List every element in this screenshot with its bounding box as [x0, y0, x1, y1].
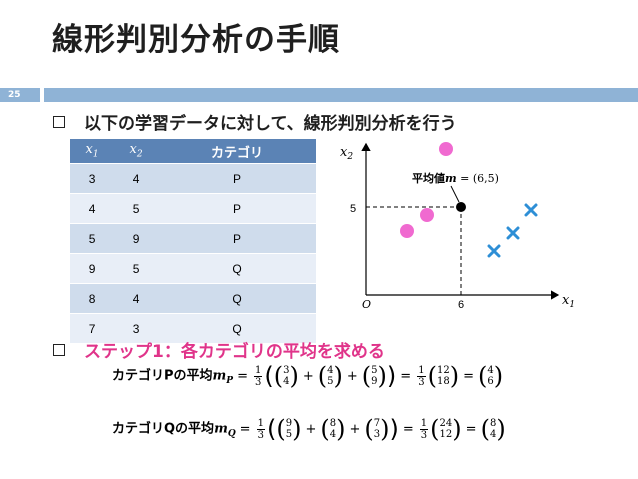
- bullet-text-2: ステップ1：各カテゴリの平均を求める: [84, 342, 385, 362]
- formula-p-label: カテゴリPの平均: [112, 368, 213, 384]
- formula-q-label: カテゴリQの平均: [112, 421, 215, 437]
- formula-q-var: m: [214, 421, 228, 437]
- formula-p-var: m: [212, 368, 227, 384]
- table-cell: Q: [158, 253, 316, 284]
- table-cell: 9: [70, 253, 115, 284]
- table-cell: 5: [70, 223, 115, 254]
- table-cell: 3: [70, 163, 115, 194]
- category-p-point: [420, 208, 434, 222]
- category-p-point: [400, 224, 414, 238]
- scatter-plot: x2 x1 O 5 6 平均値m = (6,5): [340, 142, 575, 311]
- formula-q-sub: Q: [227, 429, 236, 440]
- vector: (8 4): [480, 415, 506, 443]
- category-q-point: [487, 244, 501, 258]
- table-cell: 3: [114, 313, 159, 343]
- vector: (8 4): [320, 415, 346, 443]
- table-cell: 8: [70, 283, 115, 314]
- mean-label: 平均値m = (6,5): [412, 171, 499, 185]
- header-rule-right: [44, 88, 638, 102]
- x-tick-label: 6: [458, 299, 464, 311]
- table-cell: 5: [114, 253, 159, 284]
- vector: (9 5): [276, 415, 302, 443]
- vector: (3 4): [273, 362, 299, 390]
- bullet-square-icon: [53, 344, 65, 356]
- vector: (4 6): [477, 362, 504, 390]
- table-cell: Q: [158, 283, 316, 314]
- category-q-point: [506, 226, 520, 240]
- category-q-point: [524, 203, 538, 217]
- slide-title: 線形判別分析の手順: [52, 22, 340, 58]
- bullet-text-1: 以下の学習データに対して、線形判別分析を行う: [84, 114, 457, 134]
- x-axis-label: x1: [562, 293, 575, 310]
- mean-point: [456, 202, 466, 212]
- table-cell: 9: [114, 223, 159, 254]
- page-number: 25: [8, 90, 21, 100]
- formula-category-p: カテゴリPの平均mP = 1 3((3 4) +(4 5) +(5 9)) = 1 3(12 18) =(…: [112, 362, 504, 390]
- header-rule-left: [0, 88, 40, 102]
- formula-p-sub: P: [226, 376, 234, 387]
- table-cell: 4: [114, 163, 159, 194]
- table-cell: 5: [114, 193, 159, 224]
- table-cell: 7: [70, 313, 115, 343]
- table-cell: 4: [114, 283, 159, 314]
- table-header-x1: x1: [70, 139, 115, 164]
- vector: (24 12): [430, 415, 462, 443]
- table-cell: Q: [158, 313, 316, 343]
- vector: (7 3): [364, 415, 390, 443]
- origin-label: O: [362, 298, 371, 311]
- formula-category-q: カテゴリQの平均mQ = 1 3((9 5) +(8 4) +(7 3)) = 1 3(24 12) =(…: [112, 415, 506, 443]
- category-p-point: [439, 142, 453, 156]
- table-cell: P: [158, 163, 316, 194]
- y-tick-label: 5: [350, 203, 356, 215]
- table-cell: P: [158, 223, 316, 254]
- table-header-x2: x2: [114, 139, 159, 164]
- vector: (4 5): [317, 362, 343, 390]
- y-axis-label: x2: [340, 145, 353, 162]
- mean-callout-line: [450, 185, 460, 203]
- bullet-square-icon: [53, 116, 65, 128]
- table-header-category: カテゴリ: [158, 139, 316, 164]
- table-cell: P: [158, 193, 316, 224]
- vector: (5 9): [361, 362, 387, 390]
- table-cell: 4: [70, 193, 115, 224]
- vector: (12 18): [427, 362, 460, 390]
